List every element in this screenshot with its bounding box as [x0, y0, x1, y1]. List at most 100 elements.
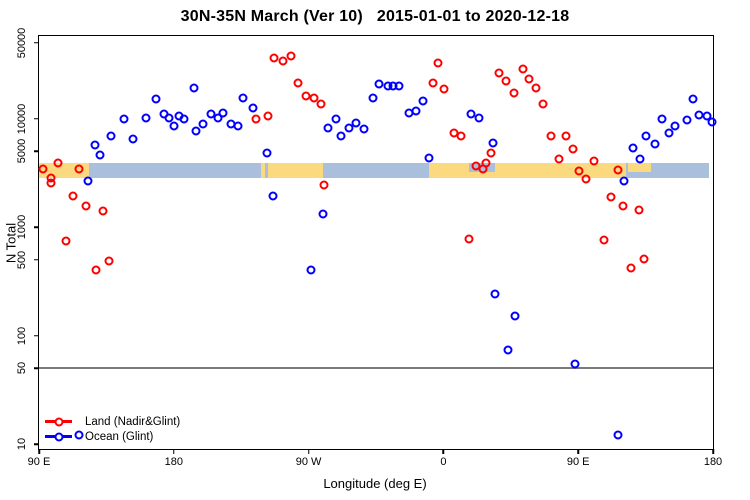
- data-point-ocean: [331, 114, 341, 124]
- data-point-ocean: [670, 121, 680, 131]
- data-point-ocean: [488, 138, 498, 148]
- plot-area: Land (Nadir&Glint) Ocean (Glint) 90 E 180…: [16, 28, 722, 468]
- data-point-ocean: [657, 114, 667, 124]
- data-point-ocean: [368, 93, 378, 103]
- data-point-ocean: [510, 311, 520, 321]
- data-point-ocean: [164, 113, 174, 123]
- data-point-ocean: [474, 113, 484, 123]
- data-point-land: [486, 148, 496, 158]
- y-tick-label: 50000: [16, 27, 28, 59]
- data-point-ocean: [336, 131, 346, 141]
- data-point-land: [263, 111, 273, 121]
- x-tick: [577, 449, 579, 454]
- data-point-ocean: [323, 123, 333, 133]
- data-point-land: [561, 131, 571, 141]
- data-point-ocean: [248, 103, 258, 113]
- legend-circle-land-icon: [54, 417, 63, 426]
- band-land: [260, 163, 323, 178]
- data-point-land: [626, 263, 636, 273]
- data-point-land: [599, 235, 609, 245]
- data-point-land: [639, 254, 649, 264]
- data-point-ocean: [128, 134, 138, 144]
- data-point-land: [634, 205, 644, 215]
- x-tick: [173, 449, 175, 454]
- data-point-ocean: [374, 79, 384, 89]
- data-point-land: [464, 234, 474, 244]
- data-point-ocean: [233, 121, 243, 131]
- data-point-land: [286, 51, 296, 61]
- legend-circle-ocean-icon: [54, 432, 63, 441]
- x-tick: [38, 449, 40, 454]
- data-point-ocean: [424, 153, 434, 163]
- data-point-land: [613, 165, 623, 175]
- data-point-ocean: [613, 430, 623, 440]
- data-point-ocean: [628, 143, 638, 153]
- x-tick: [307, 449, 310, 454]
- chart-title: 30N-35N March (Ver 10) 2015-01-01 to 202…: [180, 8, 570, 25]
- data-point-ocean: [189, 83, 199, 93]
- data-point-land: [518, 64, 528, 74]
- data-point-land: [494, 68, 504, 78]
- x-tick-label: 90 W: [295, 456, 322, 468]
- data-point-ocean: [682, 115, 692, 125]
- legend-item-ocean: Ocean (Glint): [45, 429, 180, 444]
- data-point-land: [278, 56, 288, 66]
- data-point-land: [38, 164, 48, 174]
- y-tick: [34, 42, 39, 44]
- y-tick: [34, 443, 39, 445]
- data-point-land: [309, 93, 319, 103]
- x-tick: [442, 449, 445, 454]
- data-point-land: [46, 178, 56, 188]
- data-point-ocean: [411, 106, 421, 116]
- data-point-land: [269, 53, 279, 63]
- coast-band: [39, 163, 713, 178]
- x-tick-label: 0: [440, 456, 447, 468]
- y-tick-label: 100: [16, 326, 28, 345]
- data-point-land: [574, 166, 584, 176]
- data-point-ocean: [359, 124, 369, 134]
- y-tick: [34, 259, 39, 261]
- data-point-ocean: [106, 131, 116, 141]
- y-tick: [34, 118, 39, 120]
- x-tick-label: 90 E: [566, 456, 590, 468]
- data-point-ocean: [169, 121, 179, 131]
- legend: Land (Nadir&Glint) Ocean (Glint): [45, 414, 180, 444]
- data-point-land: [104, 256, 114, 266]
- data-point-land: [61, 236, 71, 246]
- data-point-land: [481, 158, 491, 168]
- x-tick-label: 180: [164, 456, 183, 468]
- legend-marker-land-icon: [45, 417, 72, 426]
- data-point-land: [439, 84, 449, 94]
- data-point-land: [433, 58, 443, 68]
- data-point-ocean: [707, 117, 717, 127]
- data-point-land: [538, 99, 548, 109]
- data-point-ocean: [650, 139, 660, 149]
- legend-item-land: Land (Nadir&Glint): [45, 414, 180, 429]
- data-point-ocean: [74, 430, 84, 440]
- data-point-ocean: [619, 176, 629, 186]
- data-point-ocean: [641, 131, 651, 141]
- data-point-ocean: [466, 109, 476, 119]
- legend-label-land: Land (Nadir&Glint): [85, 415, 181, 428]
- data-point-ocean: [262, 148, 272, 158]
- data-point-ocean: [90, 140, 100, 150]
- data-point-ocean: [268, 191, 278, 201]
- data-point-ocean: [664, 128, 674, 138]
- data-point-land: [568, 144, 578, 154]
- data-point-land: [428, 78, 438, 88]
- data-point-ocean: [218, 108, 228, 118]
- x-tick-label: 90 E: [27, 456, 51, 468]
- data-point-ocean: [213, 113, 223, 123]
- x-tick-label: 180: [703, 456, 723, 468]
- data-point-land: [581, 174, 591, 184]
- data-point-ocean: [95, 150, 105, 160]
- data-point-land: [554, 154, 564, 164]
- data-point-ocean: [119, 114, 129, 124]
- data-point-land: [509, 88, 519, 98]
- band-land: [429, 163, 626, 178]
- data-point-ocean: [688, 94, 698, 104]
- data-point-land: [251, 114, 261, 124]
- data-point-ocean: [238, 93, 248, 103]
- data-point-ocean: [141, 113, 151, 123]
